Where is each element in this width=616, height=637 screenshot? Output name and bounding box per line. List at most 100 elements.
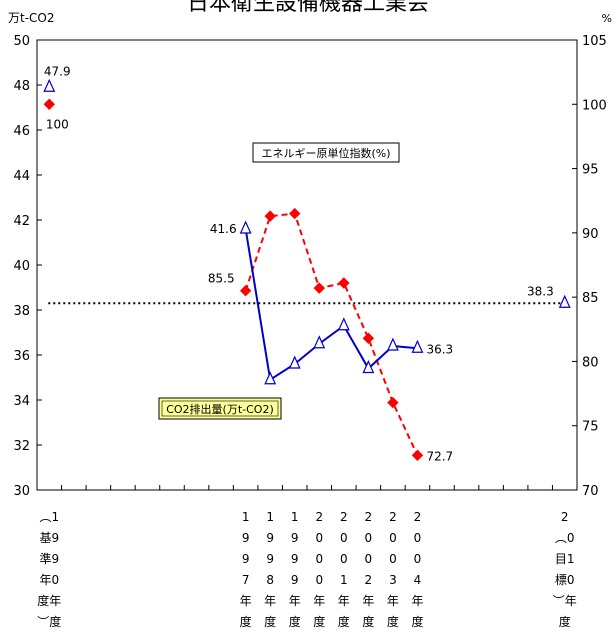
- co2-point: [362, 360, 375, 374]
- energy-point: [338, 277, 350, 289]
- x-tick-label-line: 1: [291, 510, 299, 524]
- y-right-tick-label: 70: [582, 484, 599, 499]
- x-tick-label-line: 1: [340, 573, 348, 587]
- co2-point: [337, 317, 350, 331]
- y-left-tick-label: 42: [13, 214, 30, 229]
- x-tick-label-line: 0: [389, 552, 397, 566]
- x-tick-label-line: 7: [242, 573, 250, 587]
- annotation-energy-box: [252, 142, 400, 163]
- x-tick-label: 2 0 0 0 年度: [313, 510, 325, 629]
- x-tick-label-line: ︵0: [555, 531, 575, 545]
- y-right-tick-label: 80: [582, 355, 599, 370]
- x-tick-label-line: 度: [313, 614, 325, 629]
- y-left-tick-label: 44: [13, 169, 30, 184]
- x-tick-label-line: 度: [338, 614, 350, 629]
- x-tick-label: 1 9 9 8 年度: [264, 510, 276, 629]
- energy-point: [43, 98, 55, 110]
- x-tick-label-line: 9: [291, 552, 299, 566]
- x-tick-label-line: 9: [242, 552, 250, 566]
- data-label: 85.5: [208, 272, 235, 286]
- y-left-tick-label: 32: [13, 439, 30, 454]
- x-tick-label-line: 0: [365, 531, 373, 545]
- x-tick-label-line: 度年: [37, 593, 61, 608]
- x-tick-label-line: 度: [387, 614, 399, 629]
- energy-point: [387, 396, 399, 409]
- y-right-tick-label: 90: [582, 227, 599, 242]
- x-tick-label: ︵1 基9 準9 年0 度年 ︶度: [37, 510, 61, 629]
- x-tick-label: 2 ︵0 目1 標0 ︶年度: [553, 510, 577, 629]
- co2-point: [264, 371, 277, 385]
- data-label: 100: [46, 117, 69, 131]
- y-left-unit: 万t-CO2: [8, 11, 55, 25]
- chart-title: 日本衛生設備機器工業会: [187, 0, 429, 16]
- y-left-tick-label: 38: [13, 304, 30, 319]
- x-tick-label-line: 目1: [555, 552, 575, 566]
- annotation-co2-box: [158, 397, 282, 420]
- plot-area: [36, 39, 578, 491]
- x-tick-label-line: 度: [264, 614, 276, 629]
- x-tick-label-line: 2: [315, 510, 323, 524]
- x-tick-label-line: ︶度: [37, 614, 61, 629]
- x-tick-label: 2 0 0 3 年度: [387, 510, 399, 629]
- x-tick-label-line: 0: [340, 552, 348, 566]
- energy-point: [313, 282, 325, 294]
- data-label: 38.3: [527, 284, 554, 298]
- axes: 3032343638404244464850707580859095100105…: [13, 34, 606, 629]
- x-tick-label-line: 0: [389, 531, 397, 545]
- x-tick-label-line: 0: [414, 531, 422, 545]
- x-tick-label-line: 0: [365, 552, 373, 566]
- x-tick-label-line: 1: [266, 510, 274, 524]
- x-tick-label-line: 9: [242, 531, 250, 545]
- co2-point: [239, 220, 252, 234]
- series-co2-line: [244, 228, 418, 382]
- x-tick-label-line: 度: [362, 614, 374, 629]
- x-tick-label-line: 9: [266, 552, 274, 566]
- x-tick-label-line: 1: [242, 510, 250, 524]
- x-tick-label-line: 9: [266, 531, 274, 545]
- x-tick-label-line: 標0: [555, 573, 575, 587]
- x-tick-label-line: 0: [315, 573, 323, 587]
- annotation-co2: CO2排出量(万t-CO2): [166, 402, 274, 416]
- y-right-tick-label: 85: [582, 291, 599, 306]
- x-tick-label-line: 0: [340, 531, 348, 545]
- x-tick-label-line: 年: [289, 594, 301, 608]
- y-right-unit: %: [602, 12, 612, 25]
- x-tick-label-line: 0: [414, 552, 422, 566]
- co2-point: [43, 78, 56, 92]
- series-layer: [43, 78, 571, 461]
- x-tick-label-line: ︶年: [553, 594, 577, 608]
- data-label: 47.9: [44, 64, 71, 78]
- co2-point: [386, 337, 399, 351]
- co2-point: [411, 339, 424, 353]
- annotation-energy: エネルギー原単位指数(%): [261, 146, 390, 160]
- y-left-tick-label: 40: [13, 259, 30, 274]
- x-tick-label-line: ︵1: [39, 510, 59, 524]
- x-tick-label-line: 年0: [39, 573, 59, 587]
- x-tick-label-line: 度: [240, 614, 252, 629]
- x-tick-label-line: 準9: [39, 551, 59, 566]
- x-tick-label: 2 0 0 1 年度: [338, 510, 350, 629]
- data-label: 41.6: [210, 222, 237, 236]
- y-right-tick-label: 75: [582, 420, 599, 435]
- x-tick-label-line: 4: [414, 573, 422, 587]
- x-tick-label-line: 年: [411, 594, 423, 608]
- x-tick-label: 2 0 0 4 年度: [411, 510, 423, 629]
- x-tick-label-line: 度: [289, 614, 301, 629]
- x-tick-label-line: 2: [340, 510, 348, 524]
- x-tick-label-line: 年: [313, 594, 325, 608]
- x-tick-label-line: 0: [315, 552, 323, 566]
- co2-point: [288, 355, 301, 369]
- y-right-tick-label: 95: [582, 163, 599, 178]
- y-left-tick-label: 48: [13, 79, 30, 94]
- x-tick-label: 1 9 9 7 年度: [240, 510, 252, 629]
- y-right-tick-label: 100: [582, 98, 607, 113]
- x-tick-label: 2 0 0 2 年度: [362, 510, 374, 629]
- energy-point: [411, 449, 424, 461]
- x-tick-label-line: 8: [266, 573, 274, 587]
- y-left-tick-label: 34: [13, 394, 30, 409]
- target-point: [558, 294, 571, 308]
- annotation-co2-inner: [161, 400, 279, 417]
- x-tick-label-line: 2: [561, 510, 569, 524]
- x-tick-label: 1 9 9 9 年度: [289, 510, 301, 629]
